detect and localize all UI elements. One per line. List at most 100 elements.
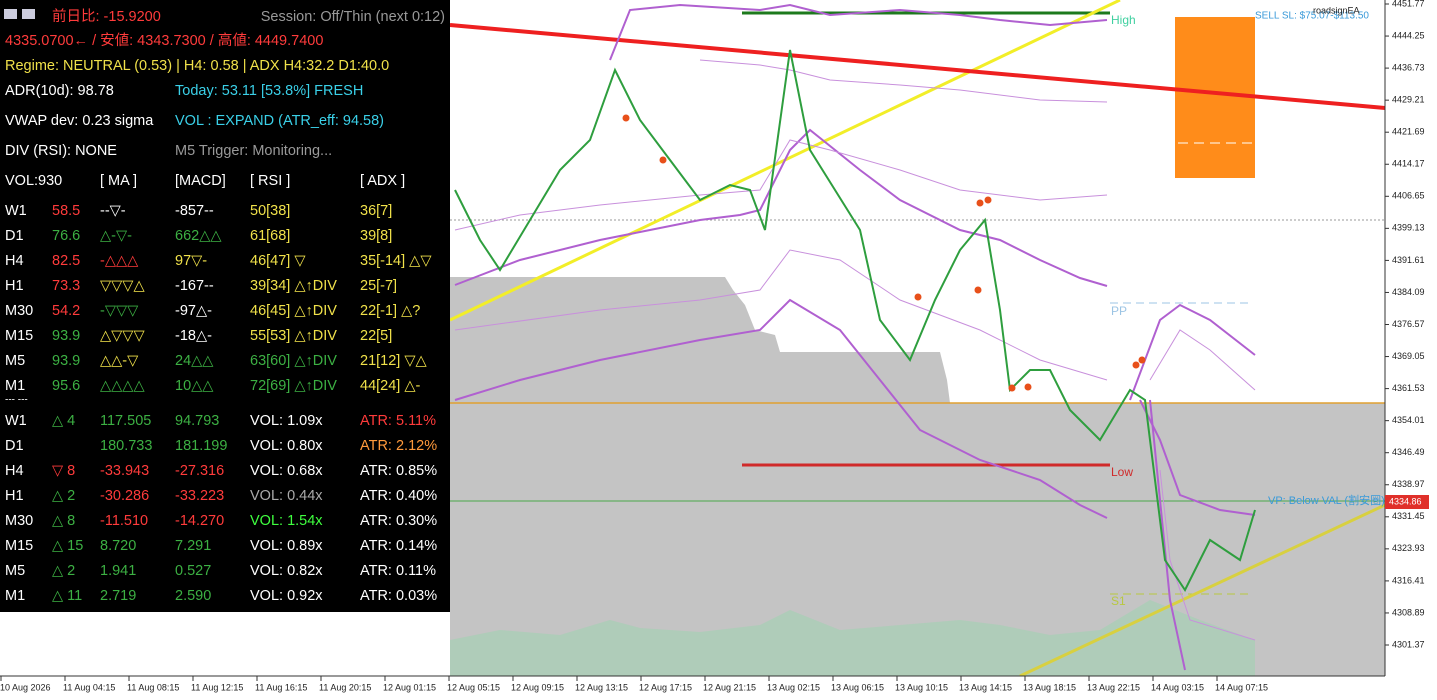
price-axis <box>1385 0 1437 700</box>
time-tick-label: 12 Aug 05:15 <box>447 682 500 692</box>
time-tick-label: 13 Aug 06:15 <box>831 682 884 692</box>
stats-cell: 0.527 <box>175 563 211 579</box>
info-panel <box>0 0 450 612</box>
volume-bars <box>450 600 1255 676</box>
signal-dots <box>622 114 1146 392</box>
table-cell: 72[69] △↑DIV <box>250 378 337 394</box>
price-tick-label: 4308.89 <box>1392 607 1425 617</box>
table-cell: ▽▽▽△ <box>100 278 145 294</box>
table-cell: 93.9 <box>52 353 80 369</box>
price-tick-label: 4376.57 <box>1392 319 1425 329</box>
price-tick-label: 4346.49 <box>1392 447 1425 457</box>
sell-zone <box>1175 17 1255 178</box>
div: DIV (RSI): NONE <box>5 143 117 159</box>
price-tick-label: 4369.05 <box>1392 351 1425 361</box>
vwap: VWAP dev: 0.23 sigma <box>5 113 154 129</box>
price-tick-label: 4391.61 <box>1392 255 1425 265</box>
stats-cell: M5 <box>5 563 25 579</box>
stats-cell: △ 15 <box>52 538 83 554</box>
table-cell: M5 <box>5 353 25 369</box>
high-label: High <box>1111 13 1136 27</box>
bands <box>454 3 1256 671</box>
table-cell: 46[47] ▽ <box>250 253 306 269</box>
table-cell: 76.6 <box>52 228 80 244</box>
stats-cell: ATR: 0.85% <box>360 463 437 479</box>
table-cell: 93.9 <box>52 328 80 344</box>
table-cell: 39[34] △↑DIV <box>250 278 337 294</box>
time-tick-label: 11 Aug 12:15 <box>191 682 243 692</box>
time-tick-label: 12 Aug 01:15 <box>383 682 436 692</box>
table-cell: △▽▽▽ <box>100 328 145 344</box>
time-axis <box>0 676 1437 700</box>
time-tick-label: 14 Aug 03:15 <box>1151 682 1204 692</box>
stats-cell: M30 <box>5 513 33 529</box>
price-tick-label: 4414.17 <box>1392 159 1425 169</box>
table-cell: △△△△ <box>100 378 145 394</box>
sell-sl-label: SELL SL: $75.07-$113.50 <box>1255 11 1369 22</box>
table-cell: 25[-7] <box>360 278 397 294</box>
table-cell: 63[60] △↑DIV <box>250 353 337 369</box>
stats-cell: ATR: 0.14% <box>360 538 437 554</box>
stats-cell: ATR: 5.11% <box>360 413 436 429</box>
table-cell: 61[68] <box>250 228 290 244</box>
stats-cell: ▽ 8 <box>52 463 75 479</box>
price-tick-label: 4421.69 <box>1392 127 1425 137</box>
stats-cell: H4 <box>5 463 24 479</box>
table-cell: 97▽- <box>175 253 207 269</box>
price-tick-label: 4331.45 <box>1392 511 1425 521</box>
stats-cell: VOL: 1.09x <box>250 413 323 429</box>
table-cell: 22[5] <box>360 328 392 344</box>
table-cell: M30 <box>5 303 33 319</box>
price-tick-label: 4436.73 <box>1392 62 1425 72</box>
stats-cell: -14.270 <box>175 513 224 529</box>
price-tick-label: 4354.01 <box>1392 415 1425 425</box>
stats-cell: 7.291 <box>175 538 211 554</box>
stats-cell: △ 4 <box>52 413 75 429</box>
table-cell: 662△△ <box>175 228 222 244</box>
table-cell: 82.5 <box>52 253 80 269</box>
table-cell: 46[45] △↑DIV <box>250 303 337 319</box>
price-tick-label: 4444.25 <box>1392 30 1425 40</box>
price-tick-label: 4301.37 <box>1392 639 1425 649</box>
table-cell: 44[24] △- <box>360 378 420 394</box>
table-cell: -18△- <box>175 328 212 344</box>
stats-cell: VOL: 0.92x <box>250 588 323 604</box>
table-header: [MACD] <box>175 173 226 189</box>
table-cell: △△-▽ <box>100 353 139 369</box>
trendline <box>449 23 1386 110</box>
time-tick-label: 13 Aug 02:15 <box>767 682 820 692</box>
stats-cell: ATR: 0.40% <box>360 488 437 504</box>
stats-cell: M15 <box>5 538 33 554</box>
icon <box>22 9 35 19</box>
stats-cell: △ 8 <box>52 513 75 529</box>
table-cell: M15 <box>5 328 33 344</box>
table-cell: -▽▽▽ <box>100 303 139 319</box>
table-header: [ MA ] <box>100 173 137 189</box>
time-tick-label: 14 Aug 07:15 <box>1215 682 1268 692</box>
stats-cell: VOL: 0.68x <box>250 463 323 479</box>
table-cell: M1 <box>5 378 25 394</box>
vp-label: VP: Below VAL (割安圏) <box>1268 493 1385 507</box>
time-tick-label: 11 Aug 04:15 <box>63 682 115 692</box>
stats-cell: 8.720 <box>100 538 136 554</box>
table-cell: 21[12] ▽△ <box>360 353 427 369</box>
table-cell: 35[-14] △▽ <box>360 253 432 269</box>
stats-cell: W1 <box>5 413 27 429</box>
stats-cell: D1 <box>5 438 24 454</box>
stats-cell: VOL: 0.44x <box>250 488 323 504</box>
stats-cell: ATR: 0.30% <box>360 513 437 529</box>
stats-cell: 1.941 <box>100 563 136 579</box>
table-cell: -△△△ <box>100 253 139 269</box>
time-tick-label: 13 Aug 22:15 <box>1087 682 1140 692</box>
price-tick-label: 4384.09 <box>1392 287 1425 297</box>
stats-cell: ATR: 0.11% <box>360 563 436 579</box>
table-cell: H1 <box>5 278 24 294</box>
time-tick-label: 11 Aug 20:15 <box>319 682 371 692</box>
stats-cell: VOL: 1.54x <box>250 513 323 529</box>
price-tick-label: 4361.53 <box>1392 383 1425 393</box>
table-header: VOL:930 <box>5 173 62 189</box>
price-tick-label: 4323.93 <box>1392 543 1425 553</box>
table-cell: 39[8] <box>360 228 392 244</box>
today: Today: 53.11 [53.8%] FRESH <box>175 83 363 99</box>
